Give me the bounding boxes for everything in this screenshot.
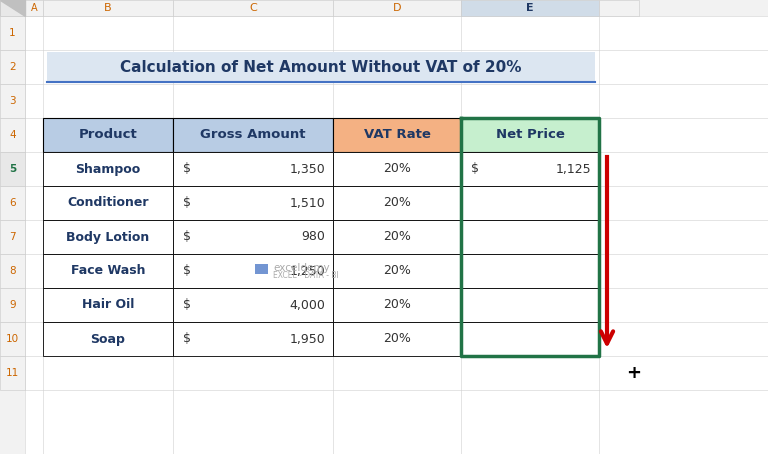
Text: 1,250: 1,250: [290, 265, 325, 277]
Bar: [43, 186, 173, 220]
Text: Net Price: Net Price: [495, 128, 564, 142]
Bar: [173, 118, 333, 152]
Bar: [333, 254, 461, 288]
Bar: [599, 0, 639, 16]
Bar: [461, 152, 599, 186]
Text: 1: 1: [9, 28, 16, 38]
Bar: [0, 50, 25, 84]
Bar: [255, 264, 268, 274]
Text: 7: 7: [9, 232, 16, 242]
Bar: [333, 152, 461, 186]
Bar: [461, 288, 599, 322]
Text: 1,950: 1,950: [290, 332, 325, 345]
Bar: [333, 220, 461, 254]
Bar: [461, 322, 599, 356]
Bar: [333, 118, 461, 152]
Text: $: $: [183, 163, 191, 176]
Text: Face Wash: Face Wash: [71, 265, 145, 277]
Bar: [0, 118, 25, 152]
Polygon shape: [0, 0, 25, 16]
Text: 20%: 20%: [383, 231, 411, 243]
Bar: [43, 220, 173, 254]
Bar: [25, 0, 43, 16]
Bar: [461, 186, 599, 220]
Bar: [173, 220, 333, 254]
Text: 980: 980: [301, 231, 325, 243]
Bar: [333, 322, 461, 356]
Text: 1,350: 1,350: [290, 163, 325, 176]
Bar: [0, 186, 25, 220]
Text: 20%: 20%: [383, 197, 411, 209]
Text: 8: 8: [9, 266, 16, 276]
Text: Calculation of Net Amount Without VAT of 20%: Calculation of Net Amount Without VAT of…: [121, 59, 521, 74]
Text: E: E: [526, 3, 534, 13]
Text: Gross Amount: Gross Amount: [200, 128, 306, 142]
Text: 11: 11: [6, 368, 19, 378]
Text: VAT Rate: VAT Rate: [363, 128, 430, 142]
Text: 5: 5: [9, 164, 16, 174]
Text: $: $: [183, 265, 191, 277]
Text: C: C: [249, 3, 257, 13]
Bar: [0, 16, 25, 50]
Text: Hair Oil: Hair Oil: [82, 298, 134, 311]
Text: Body Lotion: Body Lotion: [66, 231, 150, 243]
Text: 1,125: 1,125: [555, 163, 591, 176]
Text: 6: 6: [9, 198, 16, 208]
Text: Product: Product: [78, 128, 137, 142]
Bar: [0, 356, 25, 390]
Text: Shampoo: Shampoo: [75, 163, 141, 176]
Text: $: $: [471, 163, 479, 176]
Text: Conditioner: Conditioner: [68, 197, 149, 209]
Text: 20%: 20%: [383, 163, 411, 176]
Bar: [43, 254, 173, 288]
Bar: [173, 322, 333, 356]
Text: 1,510: 1,510: [290, 197, 325, 209]
Text: $: $: [183, 197, 191, 209]
Bar: [333, 0, 461, 16]
Bar: [0, 84, 25, 118]
Bar: [43, 288, 173, 322]
Bar: [173, 254, 333, 288]
Bar: [43, 0, 173, 16]
Text: 20%: 20%: [383, 265, 411, 277]
Text: EXCEL - DATA - BI: EXCEL - DATA - BI: [273, 271, 339, 281]
Bar: [0, 0, 25, 16]
Text: 2: 2: [9, 62, 16, 72]
Text: A: A: [31, 3, 38, 13]
Bar: [173, 152, 333, 186]
Text: B: B: [104, 3, 112, 13]
Text: $: $: [183, 332, 191, 345]
Bar: [461, 220, 599, 254]
Text: 20%: 20%: [383, 298, 411, 311]
Bar: [461, 118, 599, 152]
Text: $: $: [183, 231, 191, 243]
Bar: [47, 52, 595, 82]
Bar: [0, 288, 25, 322]
Text: 10: 10: [6, 334, 19, 344]
Bar: [333, 288, 461, 322]
Bar: [43, 118, 173, 152]
Text: 4: 4: [9, 130, 16, 140]
Text: exceldemy: exceldemy: [273, 263, 329, 273]
Bar: [173, 288, 333, 322]
Text: 9: 9: [9, 300, 16, 310]
Text: 4,000: 4,000: [289, 298, 325, 311]
Bar: [461, 0, 599, 16]
Bar: [173, 186, 333, 220]
Bar: [0, 254, 25, 288]
Bar: [43, 152, 173, 186]
Bar: [173, 0, 333, 16]
Bar: [461, 254, 599, 288]
Text: 3: 3: [9, 96, 16, 106]
Bar: [0, 220, 25, 254]
Bar: [0, 152, 25, 186]
Text: D: D: [392, 3, 401, 13]
Bar: [0, 322, 25, 356]
Text: $: $: [183, 298, 191, 311]
Bar: [43, 322, 173, 356]
Text: +: +: [627, 364, 641, 382]
Bar: [333, 186, 461, 220]
Text: 20%: 20%: [383, 332, 411, 345]
Text: Soap: Soap: [91, 332, 125, 345]
